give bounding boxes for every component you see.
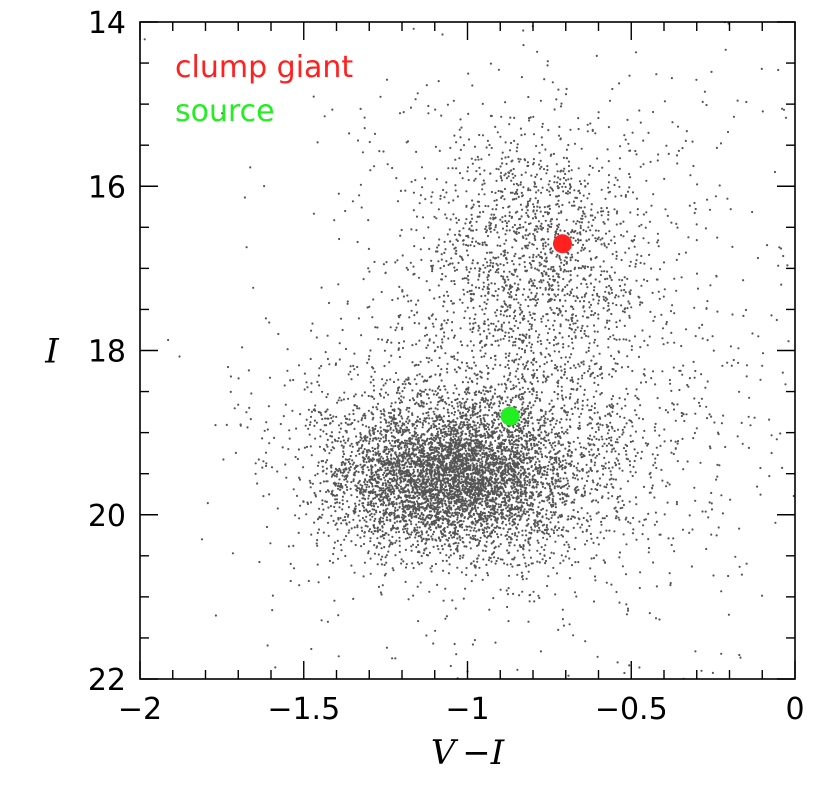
clump-giant-point [552,234,572,254]
highlight-series-layer [500,234,572,426]
source-point [500,406,520,426]
axis-ticks-layer [139,21,796,680]
axis-tick-labels-layer: −2 −1.5 −1 −0.5 0 14 16 18 20 22 [88,6,805,727]
x-tick-label: −1 [445,692,489,727]
x-tick-label: −2 [118,692,162,727]
legend-entry-clump-giant: clump giant [175,50,353,85]
y-tick-label: 22 [88,663,126,698]
x-tick-label: −1.5 [267,692,340,727]
y-axis-label: I [44,332,59,372]
y-tick-label: 20 [88,499,126,534]
y-tick-label: 14 [88,6,126,41]
field-stars-layer [143,22,795,679]
x-tick-label: 0 [785,692,804,727]
field-star-points [143,22,795,679]
legend: clump giant source [175,50,353,129]
x-tick-label: −0.5 [595,692,668,727]
y-tick-label: 16 [88,170,126,205]
legend-entry-source: source [175,94,275,129]
x-axis-label: V −I [431,733,505,773]
y-tick-label: 18 [88,335,126,370]
